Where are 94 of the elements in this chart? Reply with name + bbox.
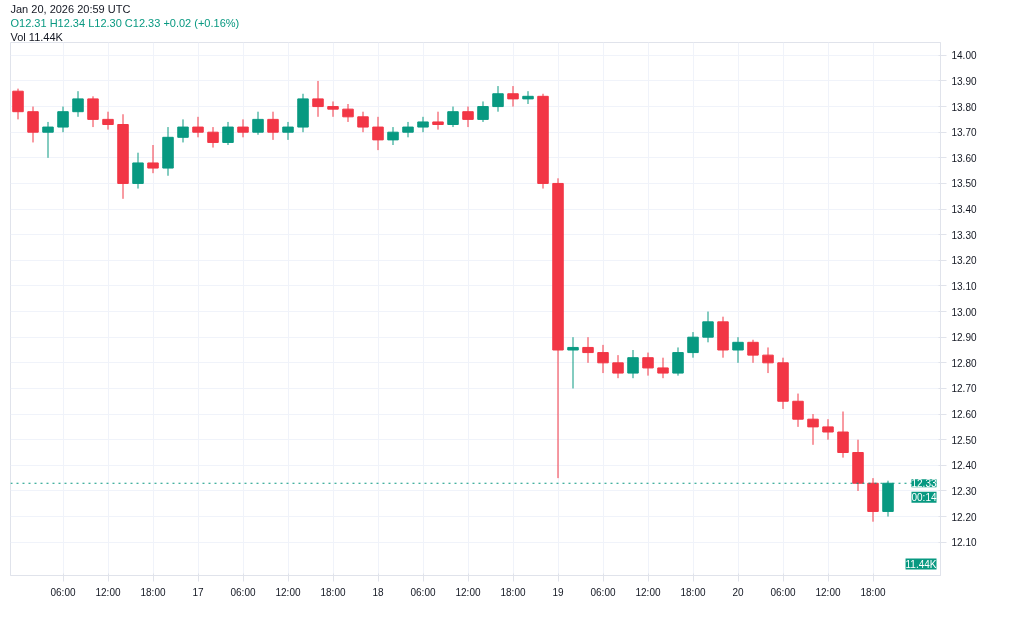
candlestick [147, 144, 159, 174]
x-tick-label: 18:00 [320, 586, 346, 598]
x-tick-label: 18:00 [680, 586, 706, 598]
candlestick [747, 339, 759, 364]
candlestick [327, 100, 339, 118]
y-tick-label: 12.30 [951, 485, 977, 497]
candlestick [837, 411, 849, 459]
y-tick-label: 12.90 [951, 332, 977, 344]
candlestick [627, 349, 639, 379]
candlestick [177, 118, 189, 143]
candlestick [387, 126, 399, 146]
x-tick-label: 06:00 [770, 586, 796, 598]
candlestick [132, 152, 144, 190]
y-tick-label: 13.70 [951, 127, 977, 139]
x-tick-label: 19 [552, 586, 564, 598]
x-tick-label: 12:00 [455, 586, 481, 598]
candlestick [567, 336, 579, 389]
candlestick [672, 346, 684, 377]
candlestick [702, 311, 714, 343]
x-tick-label: 17 [192, 586, 204, 598]
y-tick-label: 13.90 [951, 75, 977, 87]
candlestick [312, 80, 324, 118]
x-tick-label: 18 [372, 586, 384, 598]
annotation: 11.44K [905, 558, 937, 570]
x-tick-label: 12:00 [815, 586, 841, 598]
candlestick [807, 413, 819, 446]
x-tick-label: 06:00 [590, 586, 616, 598]
candlestick [192, 116, 204, 138]
candlestick [687, 331, 699, 359]
x-tick-label: 12:00 [275, 586, 301, 598]
candlestick [792, 393, 804, 428]
candlestick [342, 103, 354, 123]
candlestick [522, 90, 534, 105]
x-tick-label: 12:00 [95, 586, 121, 598]
candlestick [417, 116, 429, 133]
candlestick [372, 116, 384, 151]
x-tick-label: 12:00 [635, 586, 661, 598]
y-tick-label: 13.20 [951, 255, 977, 267]
candlestick [27, 106, 39, 143]
candlestick [207, 126, 219, 149]
y-tick-label: 12.50 [951, 434, 977, 446]
candlestick [597, 344, 609, 374]
candlestick [57, 106, 69, 133]
x-tick-label: 18:00 [140, 586, 166, 598]
y-tick-label: 12.20 [951, 511, 977, 523]
text: O12.31 H12.34 L12.30 C12.33 +0.02 (+0.16%) [10, 16, 240, 29]
y-tick-label: 13.00 [951, 306, 977, 318]
x-tick-label: 06:00 [50, 586, 76, 598]
x-tick-label: 06:00 [230, 586, 256, 598]
candlestick [237, 118, 249, 138]
y-tick-label: 12.60 [951, 409, 977, 421]
candlestick [402, 121, 414, 138]
candlestick [432, 111, 444, 131]
candlestick [492, 85, 504, 113]
candlestick [72, 90, 84, 118]
candlestick [507, 85, 519, 108]
candlestick [822, 418, 834, 441]
y-tick-label: 12.10 [951, 537, 977, 549]
candlestick [282, 121, 294, 141]
annotation: Vol 11.44K [10, 30, 64, 43]
candlestick [87, 95, 99, 128]
candlestick [762, 346, 774, 374]
candlestick [12, 88, 24, 120]
y-tick-label: 12.80 [951, 357, 977, 369]
x-tick-label: 18:00 [500, 586, 526, 598]
y-tick-label: 13.40 [951, 204, 977, 216]
candlestick [642, 352, 654, 377]
y-tick-label: 12.70 [951, 383, 977, 395]
candlestick [462, 106, 474, 128]
text: Jan 20, 2026 20:59 UTC [10, 2, 131, 15]
candlestick [222, 121, 234, 146]
candlestick [657, 357, 669, 379]
candlestick [612, 354, 624, 379]
x-tick-label: 18:00 [860, 586, 886, 598]
y-tick-label: 13.80 [951, 101, 977, 113]
y-tick-label: 12.40 [951, 460, 977, 472]
candlestick [477, 100, 489, 123]
y-tick-label: 13.30 [951, 229, 977, 241]
candlestick [42, 121, 54, 159]
y-tick-label: 13.60 [951, 152, 977, 164]
ref-line-label: 12.33 [911, 478, 937, 490]
x-tick-label: 06:00 [410, 586, 436, 598]
x-tick-label: 20 [732, 586, 744, 598]
y-tick-label: 13.50 [951, 178, 977, 190]
annotation: 00:14 [911, 491, 937, 503]
candlestick [732, 336, 744, 364]
y-tick-label: 13.10 [951, 280, 977, 292]
y-tick-label: 14.00 [951, 50, 977, 62]
candlestick [447, 106, 459, 128]
candlestick [252, 111, 264, 136]
candlestick [582, 336, 594, 364]
candlestick [102, 111, 114, 131]
candlestick [267, 111, 279, 141]
candlestick [357, 111, 369, 133]
